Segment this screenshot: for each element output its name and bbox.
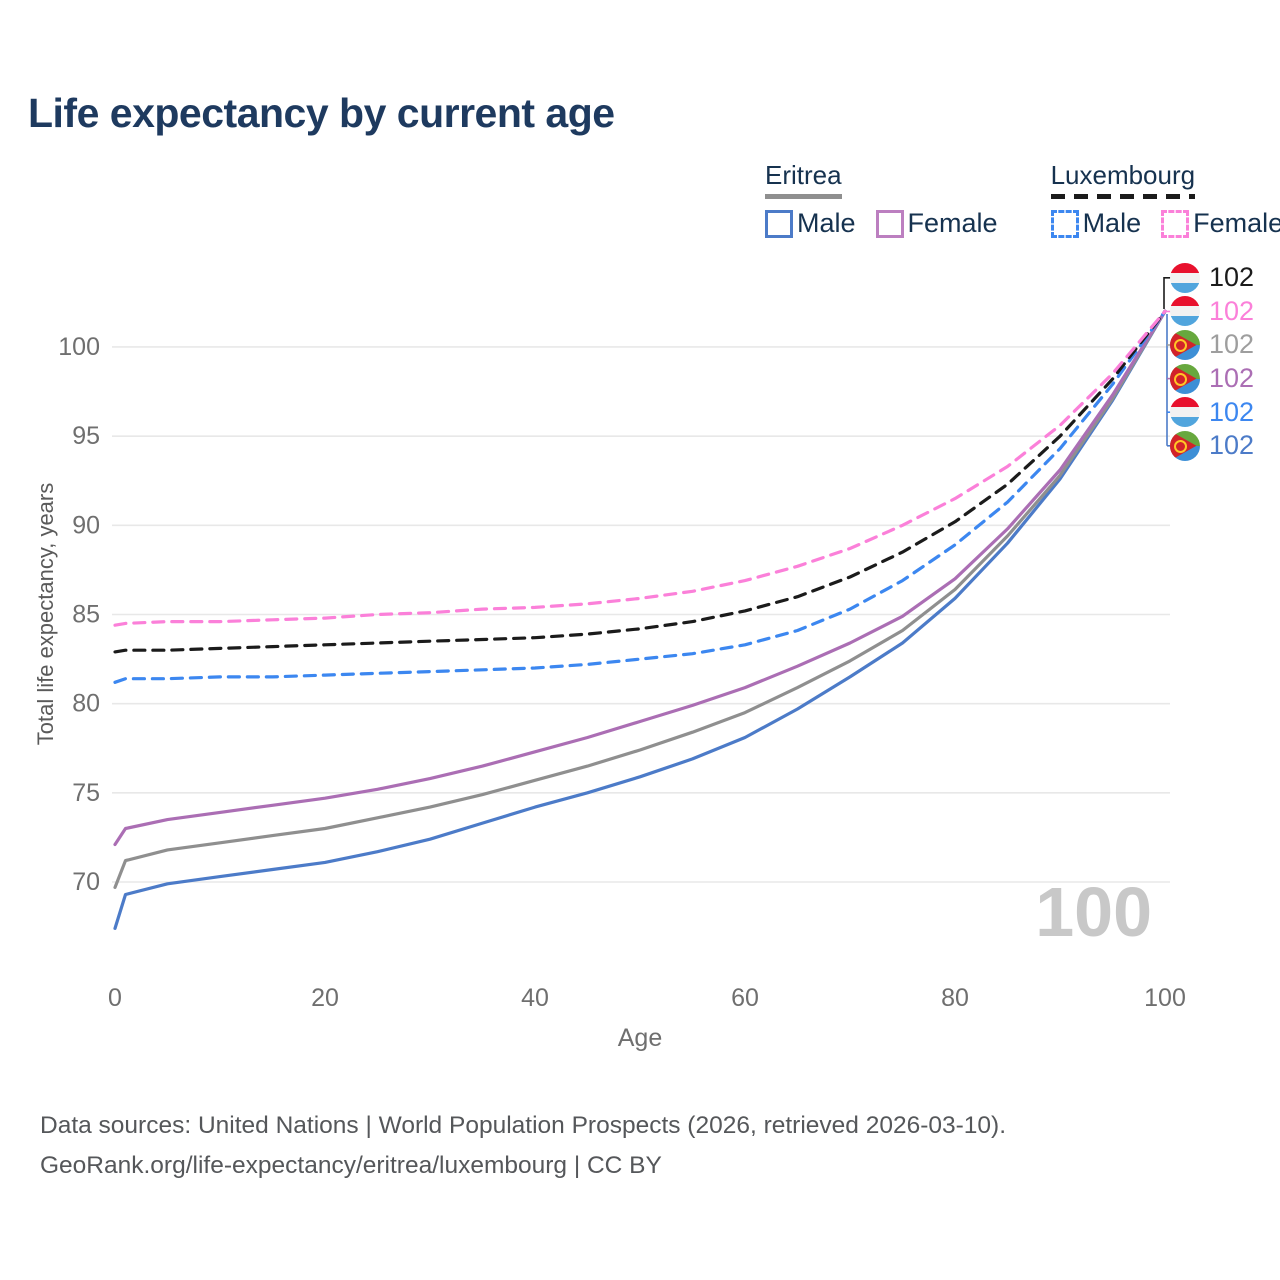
legend-label-luxembourg-male[interactable]: Male (1082, 208, 1142, 238)
end-label-row: 102 (1170, 395, 1254, 429)
y-tick-label-90: 90 (72, 511, 100, 539)
end-value-labels: 102 102 102 102 102 102 (1170, 261, 1254, 463)
end-value-label: 102 (1209, 262, 1255, 293)
x-axis-title: Age (617, 1024, 663, 1052)
y-tick-label-75: 75 (72, 779, 100, 807)
y-tick-label-95: 95 (72, 422, 100, 450)
eritrea-flag-icon (1170, 430, 1200, 461)
end-label-row: 102 (1170, 261, 1254, 295)
end-label-row: 102 (1170, 429, 1254, 463)
legend-group-eritrea: Eritrea Male Female (765, 160, 1018, 239)
chart-legend: Eritrea Male Female Luxembourg Male Fema… (765, 160, 1280, 239)
y-tick-label-80: 80 (72, 690, 100, 718)
end-value-label: 102 (1209, 329, 1255, 360)
series-line-luxembourg-female (113, 309, 1167, 627)
series-line-luxembourg-male (113, 309, 1167, 684)
legend-swatch-luxembourg-male[interactable] (1050, 209, 1079, 238)
x-tick-label-80: 80 (941, 984, 969, 1012)
footer: Data sources: United Nations | World Pop… (40, 1106, 1006, 1186)
series-line-eritrea-total (113, 309, 1167, 889)
legend-country-luxembourg: Luxembourg (1050, 160, 1196, 199)
legend-swatch-eritrea-female[interactable] (875, 209, 904, 238)
legend-group-luxembourg: Luxembourg Male Female (1050, 160, 1280, 239)
legend-swatch-luxembourg-female[interactable] (1161, 209, 1190, 238)
eritrea-flag-icon (1170, 329, 1200, 360)
eritrea-flag-icon (1170, 363, 1200, 394)
end-label-row: 102 (1170, 328, 1254, 362)
end-value-label: 102 (1209, 396, 1255, 427)
x-tick-label-60: 60 (731, 984, 759, 1012)
x-tick-label-100: 100 (1144, 984, 1186, 1012)
legend-country-luxembourg-label: Luxembourg (1050, 160, 1196, 190)
luxembourg-flag-icon (1170, 262, 1200, 293)
legend-swatch-eritrea-male[interactable] (765, 209, 793, 238)
x-tick-label-0: 0 (108, 984, 122, 1012)
y-tick-label-100: 100 (58, 333, 100, 361)
legend-label-eritrea-female[interactable]: Female (907, 208, 998, 238)
legend-country-eritrea: Eritrea (765, 160, 842, 199)
luxembourg-flag-icon (1170, 296, 1200, 327)
series-line-eritrea-female (113, 309, 1167, 847)
legend-label-eritrea-male[interactable]: Male (797, 208, 856, 238)
legend-country-eritrea-label: Eritrea (765, 160, 842, 190)
series-line-eritrea-male (113, 309, 1167, 930)
y-axis-title: Total life expectancy, years (33, 482, 58, 746)
footer-data-sources: Data sources: United Nations | World Pop… (40, 1112, 1007, 1139)
end-label-row: 102 (1170, 362, 1254, 396)
x-tick-label-20: 20 (311, 984, 339, 1012)
luxembourg-flag-icon (1170, 397, 1200, 428)
end-label-row: 102 (1170, 295, 1254, 329)
end-value-label: 102 (1209, 295, 1255, 326)
end-value-label: 102 (1209, 430, 1255, 461)
y-tick-label-70: 70 (72, 868, 100, 896)
eritrea-total-line-swatch (765, 194, 842, 199)
y-tick-label-85: 85 (72, 600, 100, 628)
luxembourg-total-line-swatch (1050, 194, 1196, 199)
page-title: Life expectancy by current age (28, 90, 615, 136)
legend-label-luxembourg-female[interactable]: Female (1193, 208, 1280, 238)
footer-attribution: GeoRank.org/life-expectancy/eritrea/luxe… (40, 1152, 662, 1179)
x-tick-label-40: 40 (521, 984, 549, 1012)
end-label-connector-0 (1163, 277, 1171, 309)
end-value-label: 102 (1209, 363, 1255, 394)
series-line-luxembourg-total (113, 309, 1167, 654)
age-counter-watermark: 100 (1035, 873, 1152, 951)
